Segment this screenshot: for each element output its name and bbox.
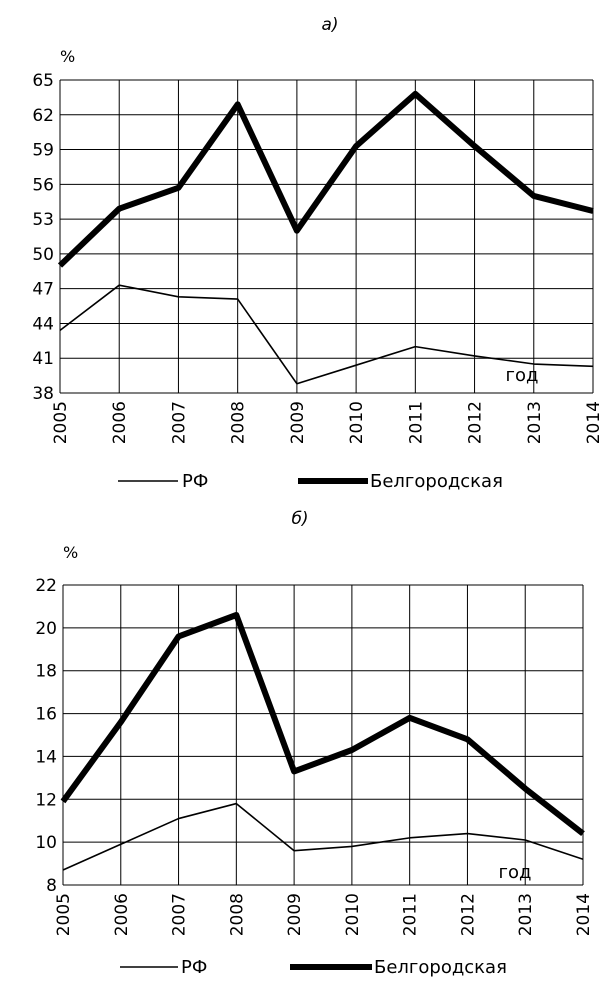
y-tick-label: 56: [32, 175, 54, 195]
x-tick-label: 2008: [229, 401, 249, 444]
x-tick-label: 2010: [347, 401, 367, 444]
y-tick-label: 22: [35, 576, 57, 596]
legend-label: РФ: [182, 471, 208, 492]
y-tick-label: 38: [32, 384, 54, 404]
series-line-belgorod: [57, 90, 594, 268]
y-tick-label: 59: [32, 141, 54, 161]
series-line-rf: [59, 284, 594, 385]
y-tick-label: 50: [32, 245, 54, 265]
chart-a-caption: а): [321, 15, 338, 35]
x-tick-label: 2009: [288, 401, 308, 444]
x-tick-label: 2006: [112, 893, 132, 936]
chart-b-annotation: год: [499, 862, 532, 883]
x-tick-label: 2009: [285, 893, 305, 936]
x-tick-label: 2014: [574, 893, 594, 936]
x-tick-label: 2013: [525, 401, 545, 444]
x-tick-label: 2005: [54, 893, 74, 936]
y-tick-label: 65: [32, 71, 54, 91]
y-tick-label: 16: [35, 705, 57, 725]
y-tick-label: 53: [32, 210, 54, 230]
legend-label: Белгородская: [370, 471, 503, 492]
legend-label: РФ: [181, 957, 207, 978]
chart-a-annotation: год: [506, 365, 539, 386]
chart-a-y-unit: %: [60, 47, 75, 66]
x-tick-label: 2010: [343, 893, 363, 936]
x-tick-label: 2008: [227, 893, 247, 936]
x-tick-label: 2007: [169, 401, 189, 444]
y-tick-label: 44: [32, 314, 54, 334]
y-tick-label: 62: [32, 106, 54, 126]
series-line-belgorod: [60, 612, 585, 836]
x-tick-label: 2014: [584, 401, 603, 444]
x-tick-label: 2011: [406, 401, 426, 444]
x-tick-label: 2012: [466, 401, 486, 444]
legend-label: Белгородская: [374, 957, 507, 978]
chart-b-y-unit: %: [63, 543, 78, 562]
y-tick-label: 14: [35, 747, 57, 767]
x-tick-label: 2012: [458, 893, 478, 936]
y-tick-label: 8: [46, 876, 57, 896]
y-tick-label: 12: [35, 790, 57, 810]
y-tick-label: 47: [32, 280, 54, 300]
x-tick-label: 2013: [516, 893, 536, 936]
y-tick-label: 18: [35, 662, 57, 682]
x-tick-label: 2006: [110, 401, 130, 444]
y-tick-label: 41: [32, 349, 54, 369]
x-tick-label: 2005: [51, 401, 71, 444]
chart-b: б) % 8 10 12 14 16 18 20 22 2005 2006 2007 2008 2009…: [35, 509, 594, 978]
y-tick-label: 10: [35, 833, 57, 853]
x-tick-label: 2011: [401, 893, 421, 936]
x-tick-label: 2007: [170, 893, 190, 936]
y-tick-label: 20: [35, 619, 57, 639]
series-line-rf: [62, 802, 584, 871]
chart-b-caption: б): [291, 509, 308, 529]
chart-a: а) % 38 41 44 47 50 53 56 59 62 65 2005 2006 2007 200…: [32, 15, 603, 492]
